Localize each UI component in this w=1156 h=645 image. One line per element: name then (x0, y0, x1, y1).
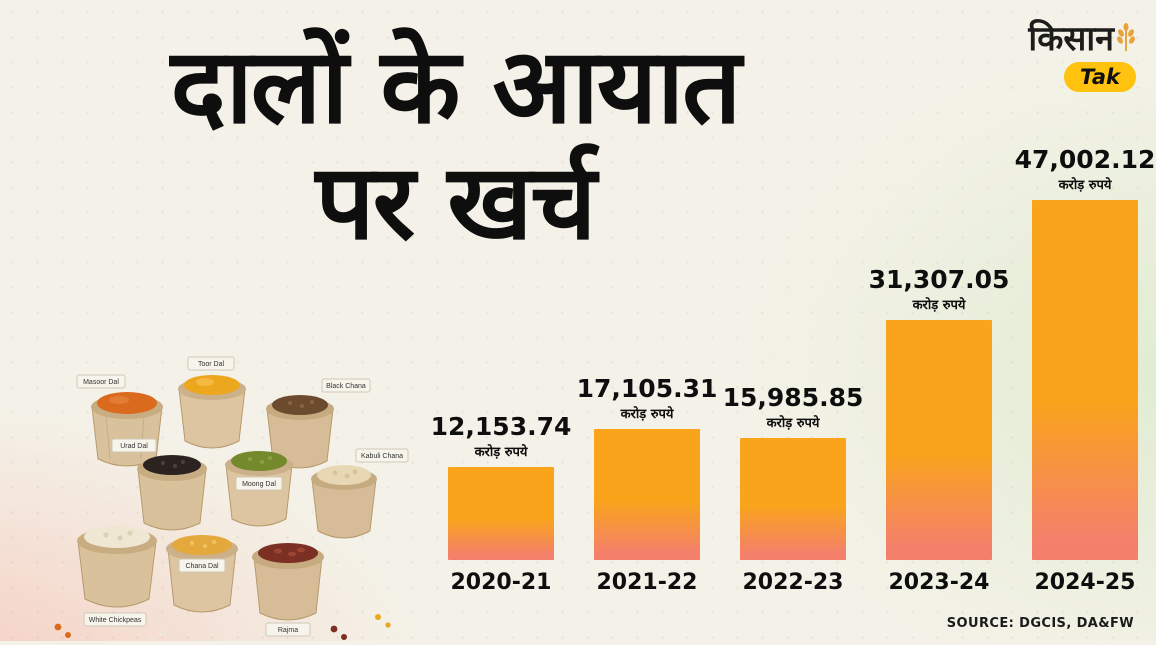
pulse-label: Urad Dal (120, 443, 148, 450)
source-credit: SOURCE: DGCIS, DA&FW (946, 616, 1134, 631)
bar (886, 320, 992, 560)
bar-value-label: 12,153.74 (430, 412, 572, 441)
pulse-label: Masoor Dal (83, 379, 119, 386)
bar-unit-label: करोड़ रुपये (1058, 178, 1112, 193)
logo-kisan-text: किसान (1028, 19, 1114, 59)
bar-group-2020-21: 12,153.74 करोड़ रुपये 2020-21 (431, 412, 572, 595)
bar (740, 438, 846, 560)
pulse-label: Moong Dal (242, 481, 276, 488)
bar-year-label: 2022-23 (742, 570, 844, 595)
bar (448, 467, 554, 560)
bar-value-label: 17,105.31 (576, 374, 718, 403)
scattered-beans (54, 614, 391, 642)
bar-unit-label: करोड़ रुपये (766, 416, 820, 431)
wheat-icon (1117, 23, 1135, 51)
pulse-label: Toor Dal (198, 361, 225, 368)
bar-unit-label: करोड़ रुपये (474, 445, 528, 460)
bar (1032, 200, 1138, 560)
sack-toor: Toor Dal (178, 356, 246, 449)
pulses-photo: Masoor Dal Toor Dal Black Chana Urad Dal… (54, 356, 409, 642)
bar-value-label: 47,002.12 (1014, 145, 1156, 174)
bar-group-2024-25: 47,002.12 करोड़ रुपये 2024-25 (1015, 145, 1156, 595)
sack-rajma: Rajma (252, 543, 324, 637)
page-title-line2: पर खर्च (315, 141, 597, 264)
kisan-tak-logo: किसान Tak (1028, 14, 1136, 92)
bar (594, 429, 700, 560)
pulse-label: Rajma (278, 627, 298, 634)
bar-year-label: 2024-25 (1034, 570, 1136, 595)
bar-group-2021-22: 17,105.31 करोड़ रुपये 2021-22 (577, 374, 718, 595)
bar-group-2023-24: 31,307.05 करोड़ रुपये 2023-24 (869, 265, 1010, 595)
sack-moong: Moong Dal (225, 451, 293, 527)
page-title: दालों के आयात पर खर्च (35, 28, 875, 261)
pulse-label: White Chickpeas (89, 617, 142, 624)
page-title-line1: दालों के आयात (170, 25, 742, 147)
pulse-label: Chana Dal (185, 563, 219, 570)
sack-black-chana: Black Chana (266, 378, 371, 469)
logo-tak-badge: Tak (1064, 62, 1136, 92)
bar-chart: 12,153.74 करोड़ रुपये 2020-21 17,105.31 … (431, 145, 1156, 595)
bar-group-2022-23: 15,985.85 करोड़ रुपये 2022-23 (723, 383, 864, 595)
pulse-label: Black Chana (326, 383, 366, 390)
bar-value-label: 31,307.05 (868, 265, 1010, 294)
bar-value-label: 15,985.85 (722, 383, 864, 412)
logo-wordmark: किसान (1028, 14, 1136, 60)
bar-year-label: 2023-24 (888, 570, 990, 595)
bar-unit-label: करोड़ रुपये (912, 298, 966, 313)
bar-unit-label: करोड़ रुपये (620, 407, 674, 422)
sack-urad: Urad Dal (111, 438, 207, 531)
pulse-label: Kabuli Chana (361, 453, 403, 460)
sack-white-chickpeas: White Chickpeas (77, 526, 157, 627)
bar-year-label: 2021-22 (596, 570, 698, 595)
sack-kabuli-chana: Kabuli Chana (311, 448, 409, 539)
bar-year-label: 2020-21 (450, 570, 552, 595)
sack-chana-dal: Chana Dal (166, 535, 238, 613)
